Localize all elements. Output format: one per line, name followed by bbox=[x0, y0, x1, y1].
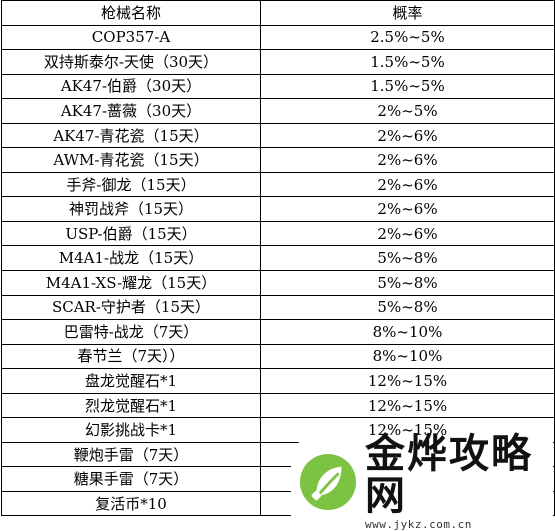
table-row: 双持斯泰尔-天使（30天） 1.5%~5% bbox=[1, 49, 555, 75]
weapon-name-cell: 盘龙觉醒石*1 bbox=[1, 368, 261, 394]
probability-cell: 12%~15% bbox=[260, 417, 555, 443]
probability-cell: 2%~6% bbox=[260, 147, 555, 173]
weapon-name-cell: 幻影挑战卡*1 bbox=[1, 417, 261, 443]
table-row: 春节兰（7天）） 8%~10% bbox=[1, 343, 555, 370]
table-row: 神罚战斧（15天） 2%~6% bbox=[1, 196, 555, 222]
probability-cell: 2%~6% bbox=[260, 196, 555, 222]
probability-cell: 1.5%~5% bbox=[260, 49, 555, 75]
probability-cell: 8%~10% bbox=[260, 343, 555, 370]
probability-cell: 1.5%~5% bbox=[260, 73, 555, 100]
table-row: AK47-青花瓷（15天） 2%~6% bbox=[1, 122, 555, 149]
probability-cell: 5%~8% bbox=[260, 270, 555, 296]
table-row: M4A1-XS-耀龙（15天） 5%~8% bbox=[1, 270, 555, 296]
header-probability: 概率 bbox=[260, 0, 555, 26]
probability-cell: 12%~15% bbox=[260, 392, 555, 419]
weapon-name-cell: SCAR-守护者（15天） bbox=[1, 294, 261, 321]
header-weapon-name: 枪械名称 bbox=[1, 0, 261, 26]
header-row: 枪械名称 概率 bbox=[1, 0, 555, 26]
table-row: AWM-青花瓷（15天） 2%~6% bbox=[1, 147, 555, 173]
weapon-name-cell: 糖果手雷（7天） bbox=[1, 466, 261, 492]
probability-cell: 2.5%~5% bbox=[260, 24, 555, 51]
weapon-name-cell: M4A1-战龙（15天） bbox=[1, 245, 261, 272]
table-row: M4A1-战龙（15天） 5%~8% bbox=[1, 245, 555, 272]
probability-cell: 8%~10% bbox=[260, 319, 555, 345]
weapon-name-cell: AWM-青花瓷（15天） bbox=[1, 147, 261, 173]
probability-cell: 2%~6% bbox=[260, 171, 555, 198]
weapon-name-cell: AK47-伯爵（30天） bbox=[1, 73, 261, 100]
weapon-name-cell: 春节兰（7天）） bbox=[1, 343, 261, 370]
weapon-name-cell: USP-伯爵（15天） bbox=[1, 220, 261, 247]
weapon-name-cell: 双持斯泰尔-天使（30天） bbox=[1, 49, 261, 75]
watermark-title: 金烨攻略网 bbox=[365, 431, 533, 519]
table-row: 烈龙觉醒石*1 12%~15% bbox=[1, 392, 555, 419]
table-row: 盘龙觉醒石*1 12%~15% bbox=[1, 368, 555, 394]
table-row: COP357-A 2.5%~5% bbox=[1, 24, 555, 51]
table-row: AK47-蔷薇（30天） 2%~5% bbox=[1, 98, 555, 124]
site-watermark: 金烨攻略网 www.jykz.com.cn bbox=[291, 433, 553, 531]
probability-cell: 2%~6% bbox=[260, 122, 555, 149]
table-row: AK47-伯爵（30天） 1.5%~5% bbox=[1, 73, 555, 100]
probability-cell: 5%~8% bbox=[260, 245, 555, 272]
weapon-name-cell: 神罚战斧（15天） bbox=[1, 196, 261, 222]
probability-cell: 5%~8% bbox=[260, 294, 555, 321]
table-row: 手斧-御龙（15天） 2%~6% bbox=[1, 171, 555, 198]
weapon-name-cell: M4A1-XS-耀龙（15天） bbox=[1, 270, 261, 296]
weapon-name-cell: AK47-青花瓷（15天） bbox=[1, 122, 261, 149]
weapon-name-cell: 复活币*10 bbox=[1, 490, 261, 517]
weapon-name-cell: 鞭炮手雷（7天） bbox=[1, 441, 261, 468]
weapon-name-cell: 巴雷特-战龙（7天） bbox=[1, 319, 261, 345]
table-row: SCAR-守护者（15天） 5%~8% bbox=[1, 294, 555, 321]
weapon-name-cell: 烈龙觉醒石*1 bbox=[1, 392, 261, 419]
weapon-name-cell: COP357-A bbox=[1, 24, 261, 51]
weapon-name-cell: AK47-蔷薇（30天） bbox=[1, 98, 261, 124]
probability-cell: 12%~15% bbox=[260, 368, 555, 394]
leaf-plug-icon bbox=[299, 453, 357, 511]
probability-cell: 2%~5% bbox=[260, 98, 555, 124]
weapon-name-cell: 手斧-御龙（15天） bbox=[1, 171, 261, 198]
table-row: USP-伯爵（15天） 2%~6% bbox=[1, 220, 555, 247]
probability-cell: 2%~6% bbox=[260, 220, 555, 247]
table-row: 巴雷特-战龙（7天） 8%~10% bbox=[1, 319, 555, 345]
